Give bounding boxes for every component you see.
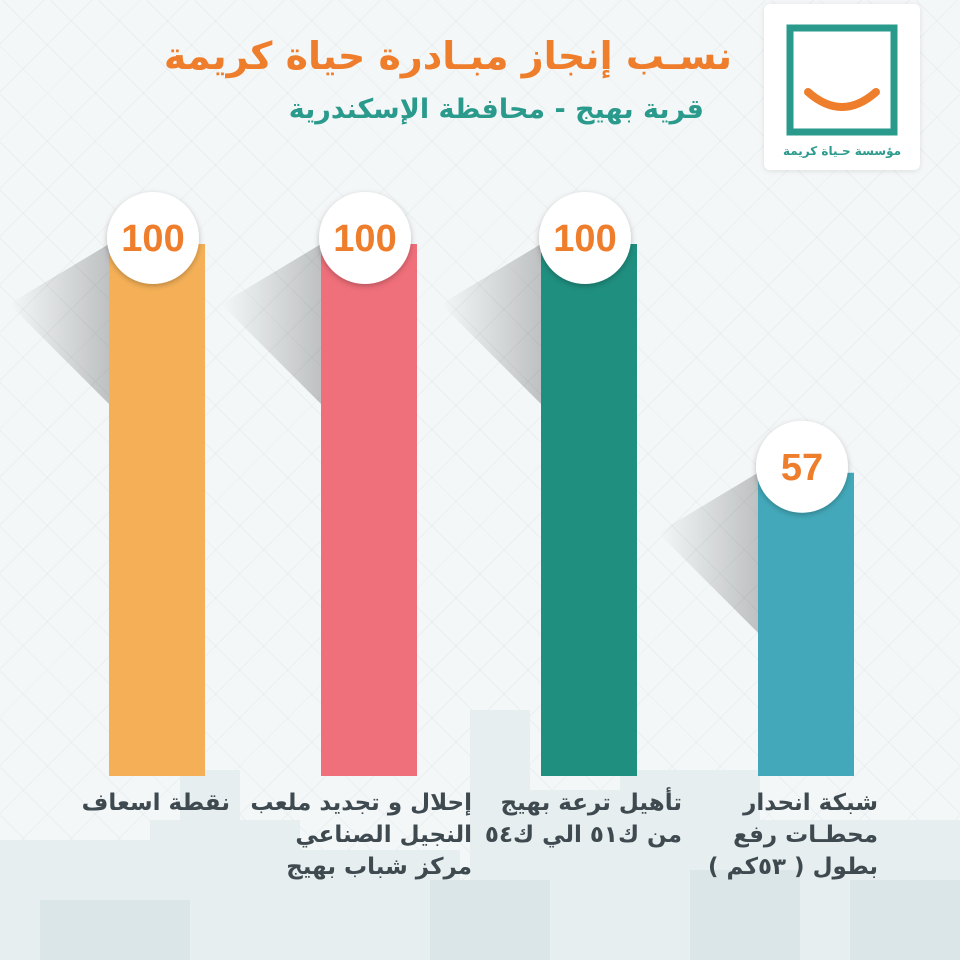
category-label-line: مركز شباب بهيج [286,854,472,880]
category-label-line: محطـات رفع [733,822,878,848]
category-label-stadium: إحلال و تجديد ملعب النجيل الصناعي مركز ش… [242,787,472,883]
category-label-ambulance: نقطة اسعاف [0,787,230,819]
category-label-line: من ك٥١ الي ك٥٤ [484,822,682,848]
category-label-canal: تأهيل ترعة بهيج من ك٥١ الي ك٥٤ [452,787,682,851]
category-label-sewage: شبكة انحدار محطـات رفع بطول ( ٥٣كم ) [648,787,878,883]
category-label-line: بطول ( ٥٣كم ) [708,854,878,880]
category-label-line: تأهيل ترعة بهيج [500,790,682,816]
logo: مؤسسة حـياة كريمة [764,4,920,170]
category-label-line: إحلال و تجديد ملعب [250,790,472,816]
category-label-line: نقطة اسعاف [81,790,230,816]
category-label-line: النجيل الصناعي [295,822,472,848]
city-skyline-illustration [0,710,960,960]
logo-text: مؤسسة حـياة كريمة [782,144,902,158]
smile-frame-icon [786,24,898,136]
page-subtitle: قرية بهيج - محافظة الإسكندرية [288,94,704,125]
category-label-line: شبكة انحدار [743,790,878,816]
page-title: نسـب إنجاز مبـادرة حياة كريمة [163,34,732,78]
